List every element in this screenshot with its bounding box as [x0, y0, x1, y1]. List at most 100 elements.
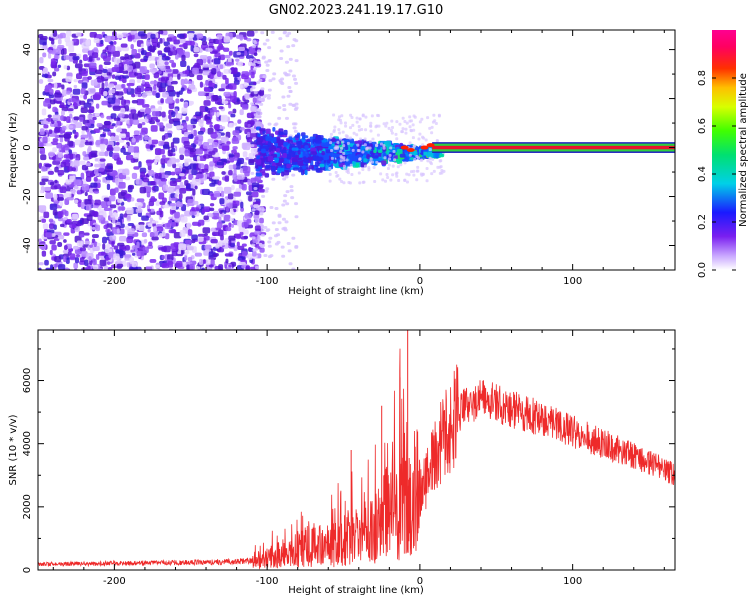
- spectrogram-cell: [261, 148, 266, 154]
- spectrogram-cell: [157, 41, 161, 48]
- spectrogram-cell: [287, 86, 292, 90]
- spectrogram-cell: [184, 51, 190, 58]
- spectrogram-cell: [181, 107, 188, 114]
- x-tick-label: 100: [563, 576, 582, 587]
- spectrogram-cell: [383, 156, 387, 160]
- spectrogram-cell: [355, 120, 359, 124]
- spectrogram-cell: [159, 122, 164, 128]
- spectrogram-cell: [167, 149, 173, 157]
- spectrogram-cell: [84, 191, 88, 197]
- spectrogram-cell: [116, 263, 124, 268]
- spectrogram-cell: [176, 91, 180, 98]
- spectrogram-cell: [170, 243, 179, 250]
- spectrogram-cell: [285, 202, 290, 206]
- spectrogram-cell: [142, 93, 147, 98]
- spectrogram-cell: [194, 136, 199, 141]
- spectrogram-cell: [111, 123, 116, 127]
- snr-line: [38, 348, 675, 570]
- spectrogram-cell: [41, 165, 47, 172]
- spectrogram-cell: [86, 252, 94, 260]
- y-tick-label: 0: [22, 567, 33, 573]
- spectrogram-cell: [175, 189, 181, 194]
- spectrogram-cell: [371, 137, 375, 141]
- spectrogram-cell: [151, 111, 160, 117]
- spectrogram-cell: [151, 186, 156, 191]
- spectrogram-cell: [74, 139, 80, 146]
- spectrogram-cell: [304, 145, 309, 150]
- spectrogram-cell: [366, 153, 370, 160]
- spectrogram-cell: [127, 124, 131, 129]
- spectrogram-cell: [249, 233, 253, 238]
- spectrogram-cell: [218, 106, 224, 110]
- spectrogram-cell: [192, 67, 199, 75]
- spectrogram-cell: [257, 234, 261, 241]
- spectrogram-cell: [108, 94, 113, 99]
- spectrogram-cell: [81, 42, 90, 49]
- spectrogram-cell: [197, 91, 206, 97]
- spectrogram-cell: [160, 158, 166, 165]
- spectrogram-cell: [202, 141, 210, 149]
- spectrogram-cell: [82, 156, 90, 161]
- spectrogram-cell: [340, 114, 344, 118]
- spectrogram-cell: [166, 222, 171, 228]
- spectrogram-cell: [252, 238, 258, 243]
- spectrogram-cell: [125, 245, 130, 251]
- spectrogram-cell: [246, 37, 252, 42]
- spectrogram-cell: [56, 142, 63, 149]
- spectrogram-cell: [90, 153, 97, 158]
- spectrogram-cell: [336, 145, 340, 149]
- spectrogram-cell: [49, 249, 53, 256]
- spectrogram-cell: [279, 56, 284, 60]
- spectrogram-cell: [69, 224, 77, 229]
- spectrogram-cell: [64, 267, 69, 270]
- spectrogram-cell: [149, 63, 155, 69]
- y-tick-label: -40: [22, 237, 33, 253]
- spectrogram-cell: [117, 250, 126, 256]
- spectrogram-cell: [123, 63, 128, 71]
- spectrogram-cell: [382, 144, 386, 148]
- spectrogram-cell: [425, 179, 429, 183]
- spectrogram-cell: [222, 74, 227, 80]
- spectrogram-cell: [362, 180, 366, 184]
- spectrogram-cell: [377, 124, 381, 128]
- spectrogram-cell: [209, 207, 215, 212]
- spectrogram-cell: [149, 231, 155, 238]
- spectrogram-cell: [342, 156, 346, 160]
- spectrogram-cell: [155, 119, 161, 123]
- spectrogram-cell: [159, 210, 164, 218]
- spectrogram-cell: [347, 181, 351, 185]
- spectrogram-cell: [146, 114, 152, 120]
- spectrogram-cell: [190, 44, 195, 52]
- spectrogram-cell: [111, 66, 120, 73]
- spectrogram-cell: [183, 141, 190, 146]
- spectrogram-cell: [216, 186, 223, 192]
- spectrogram-cell: [216, 111, 220, 118]
- spectrogram-cell: [89, 62, 97, 68]
- spectrogram-cell: [84, 240, 91, 245]
- spectrogram-cell: [228, 235, 236, 241]
- spectrogram-cell: [168, 114, 172, 120]
- spectrogram-cell: [45, 267, 54, 270]
- spectrogram-cell: [175, 202, 183, 208]
- spectrogram-cell: [416, 165, 420, 169]
- spectrogram-cell: [148, 241, 153, 246]
- spectrogram-cell: [233, 122, 237, 126]
- spectrogram-cell: [129, 257, 134, 264]
- spectrogram-cell: [265, 63, 270, 67]
- spectrogram-cell: [274, 242, 279, 246]
- spectrogram-cell: [80, 87, 86, 95]
- spectrogram-cell: [127, 228, 135, 235]
- spectrogram-cell: [229, 156, 238, 161]
- spectrogram-cell: [260, 228, 265, 232]
- colorbar-tick-label: 0.8: [697, 70, 708, 86]
- spectrogram-peak: [420, 145, 429, 150]
- spectrogram-cell: [209, 203, 215, 207]
- spectrogram-cell: [124, 225, 130, 231]
- spectrogram-cell: [418, 132, 422, 136]
- spectrogram-cell: [282, 153, 287, 159]
- spectrogram-cell: [124, 144, 128, 148]
- spectrogram-cell: [304, 169, 308, 176]
- spectrogram-cell: [141, 269, 148, 270]
- y-tick-label: -20: [22, 188, 33, 204]
- spectrogram-cell: [127, 145, 135, 153]
